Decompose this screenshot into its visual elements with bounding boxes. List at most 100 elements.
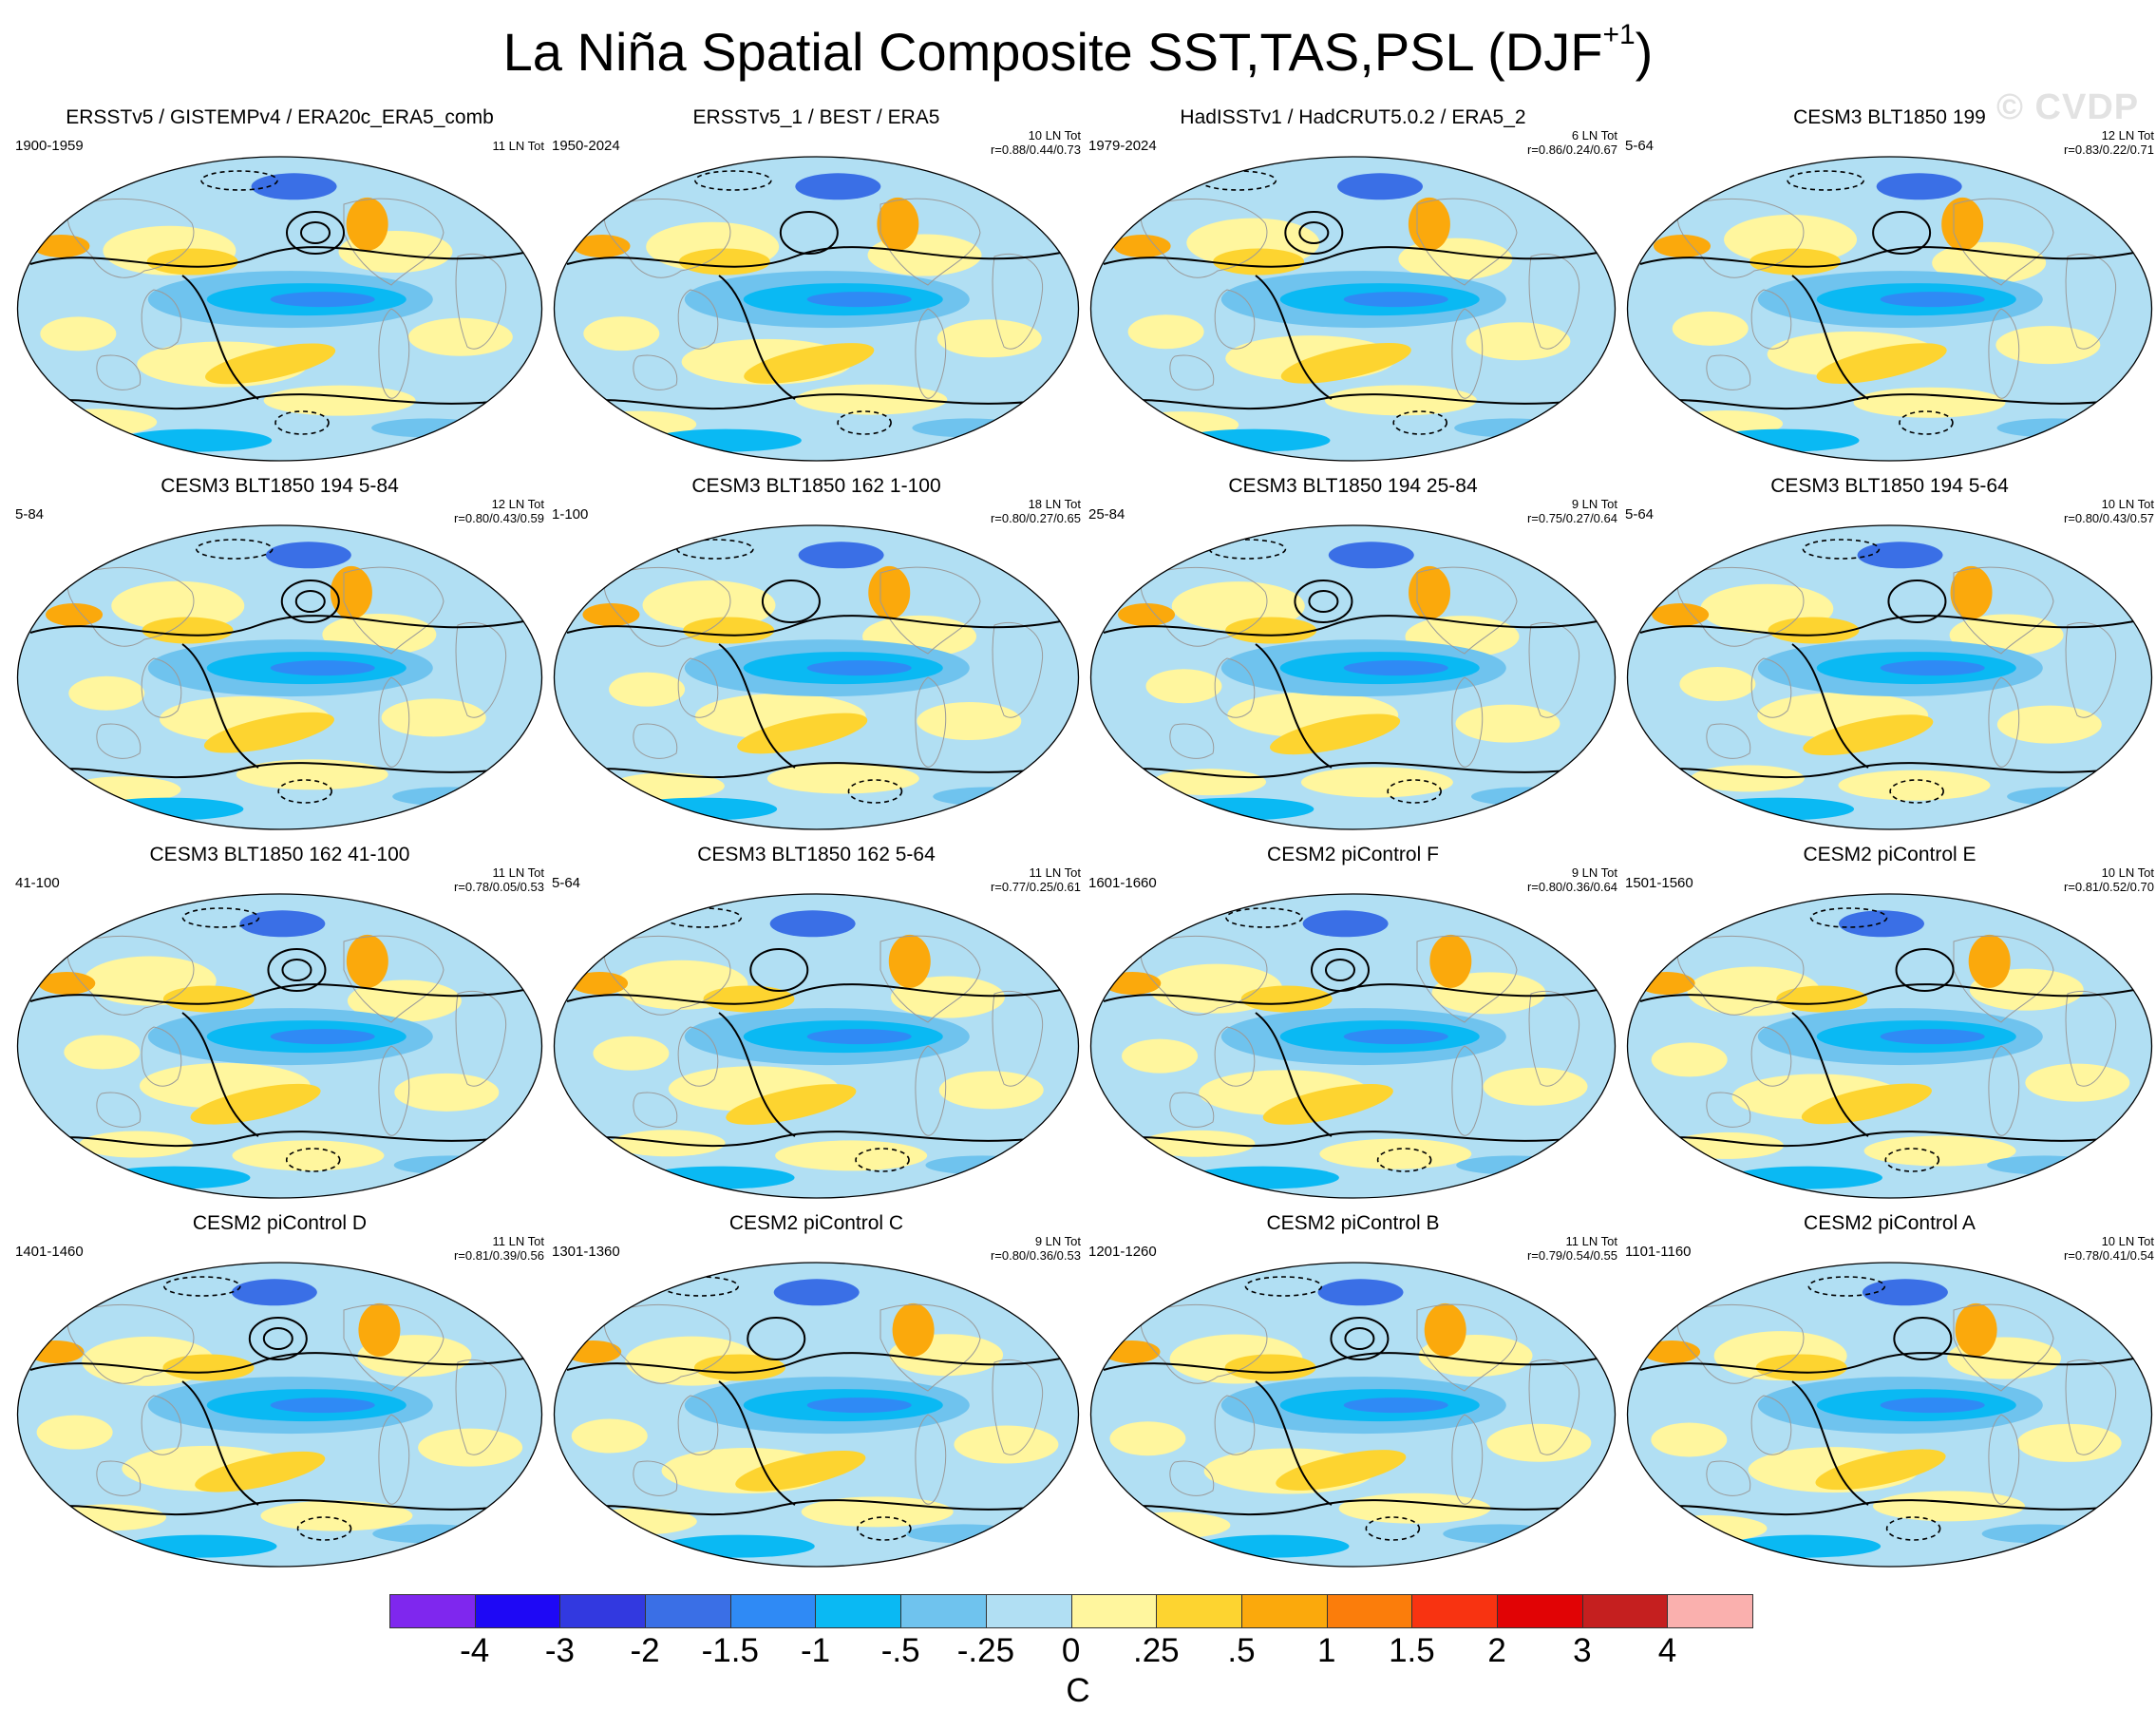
pressure-contour-negative [1807, 1276, 1886, 1297]
map-panel: CESM2 piControl C 1301-1360 9 LN Tot r=0.80… [548, 1212, 1085, 1573]
continent-outline [1169, 354, 1215, 390]
warm-anomaly-patch [1872, 1491, 2025, 1522]
map-panel: CESM2 piControl E 1501-1560 10 LN Tot r=0.8… [1621, 844, 2156, 1205]
warm-anomaly-patch [1968, 934, 2011, 988]
event-count: 9 LN Tot [1571, 865, 1617, 880]
continent-outline [1416, 1303, 1518, 1392]
colorbar-tick-label: -3 [544, 1632, 575, 1669]
pressure-contour-negative [285, 1148, 341, 1172]
warm-anomaly-patch [593, 1036, 670, 1071]
continent-outline [1528, 1359, 1580, 1455]
panel-stats: 9 LN Tot r=0.80/0.36/0.53 [991, 1234, 1081, 1263]
global-anomaly-map [1626, 156, 2153, 462]
continent-outline [1706, 723, 1751, 759]
pressure-contour [718, 1012, 796, 1137]
colorbar-cell [900, 1594, 987, 1628]
panel-title: CESM3 BLT1850 199 [1793, 106, 1986, 128]
continent-outline [1528, 621, 1580, 718]
cool-anomaly-region [1862, 1279, 1948, 1306]
continent-outline [141, 1026, 182, 1087]
cool-anomaly-region [1838, 910, 1924, 938]
cool-anomaly-region [1730, 1166, 1882, 1189]
cool-anomaly-region [392, 787, 507, 807]
pattern-correlation: r=0.80/0.43/0.59 [453, 510, 544, 525]
cool-anomaly-core [270, 1029, 375, 1045]
warm-anomaly-patch [571, 1418, 648, 1454]
pattern-correlation: r=0.81/0.52/0.70 [2063, 879, 2154, 894]
warm-anomaly-patch [1262, 1083, 1393, 1125]
warm-anomaly-patch [1995, 326, 2101, 365]
pressure-contour-negative [694, 170, 772, 191]
panel-period: 1601-1660 [1088, 875, 1157, 891]
cool-anomaly-core [1343, 660, 1448, 676]
pressure-contour [749, 948, 809, 992]
colorbar-cell [1156, 1594, 1242, 1628]
pressure-contour [248, 1317, 308, 1360]
panel-title: CESM3 BLT1850 194 5-84 [161, 475, 399, 497]
continent-outline [633, 1460, 678, 1496]
warm-anomaly-patch [418, 1428, 523, 1467]
pressure-contour [181, 643, 259, 769]
continent-outline [1451, 676, 1484, 768]
continent-outline [879, 935, 981, 1023]
continent-outline [96, 1460, 142, 1496]
pressure-contour [181, 1012, 259, 1137]
global-anomaly-map [1089, 156, 1617, 462]
warm-anomaly-patch [1145, 669, 1222, 704]
warm-anomaly-patch [1455, 704, 1560, 743]
continent-outline [879, 566, 981, 655]
continent-outline [2065, 990, 2117, 1087]
map-panel: CESM3 BLT1850 162 1-100 1-100 18 LN Tot r=0… [548, 475, 1085, 836]
continent-outline [633, 354, 678, 390]
continent-outline [915, 1045, 947, 1136]
warm-anomaly-patch [1853, 387, 2006, 418]
cool-anomaly-region [795, 173, 881, 200]
pressure-contour [1639, 615, 2140, 637]
panel-period: 5-84 [15, 506, 45, 523]
pressure-contour [29, 393, 530, 410]
continent-outline [1214, 1026, 1256, 1087]
warm-anomaly-patch [1653, 235, 1711, 257]
continent-outline [633, 723, 678, 759]
cool-anomaly-region [91, 797, 244, 821]
continent-outline [66, 198, 195, 278]
colorbar-tick-label: .5 [1227, 1632, 1256, 1669]
pattern-correlation: r=0.75/0.27/0.64 [1526, 510, 1617, 525]
continent-outline [1140, 198, 1268, 278]
pressure-contour [1330, 1317, 1390, 1360]
cool-anomaly-core [1343, 292, 1448, 308]
warm-anomaly-patch [1637, 972, 1695, 995]
panel-period: 41-100 [15, 875, 60, 891]
warm-anomaly-patch [954, 1425, 1059, 1464]
continent-outline [1169, 723, 1215, 759]
colorbar-cell [474, 1594, 561, 1628]
colorbar-tick-label: 4 [1657, 1632, 1677, 1669]
map-panel: CESM3 BLT1850 199 5-64 12 LN Tot r=0.83/0.2… [1621, 106, 2156, 467]
warm-anomaly-patch [1224, 1354, 1316, 1381]
warm-anomaly-patch [1486, 1423, 1592, 1462]
map-border [16, 524, 543, 830]
warm-anomaly-patch [381, 698, 486, 737]
pressure-contour-negative [857, 1516, 912, 1541]
map-border [16, 1262, 543, 1568]
global-anomaly-map [1626, 1262, 2153, 1568]
pressure-contour [286, 211, 345, 255]
continent-outline [1528, 253, 1580, 350]
warm-anomaly-patch [1466, 322, 1571, 361]
pressure-contour [300, 221, 331, 244]
event-count: 9 LN Tot [1571, 497, 1617, 511]
warm-anomaly-patch [1109, 1421, 1186, 1456]
pattern-correlation: r=0.80/0.36/0.64 [1526, 879, 1617, 894]
warm-anomaly-patch [1950, 565, 1993, 619]
cool-anomaly-core [1880, 660, 1985, 676]
warm-anomaly-patch [146, 248, 238, 276]
cvdp-watermark: © CVDP [1996, 87, 2140, 127]
warm-anomaly-patch [1141, 1130, 1256, 1157]
map-panel: CESM2 piControl A 1101-1160 10 LN Tot r=0.7… [1621, 1212, 2156, 1573]
continent-outline [1140, 566, 1268, 647]
continent-outline [66, 1303, 195, 1384]
warm-anomaly-patch [36, 1415, 113, 1450]
pressure-contour [718, 275, 796, 400]
pressure-contour [1103, 246, 1603, 268]
cool-anomaly-region [1302, 910, 1389, 938]
